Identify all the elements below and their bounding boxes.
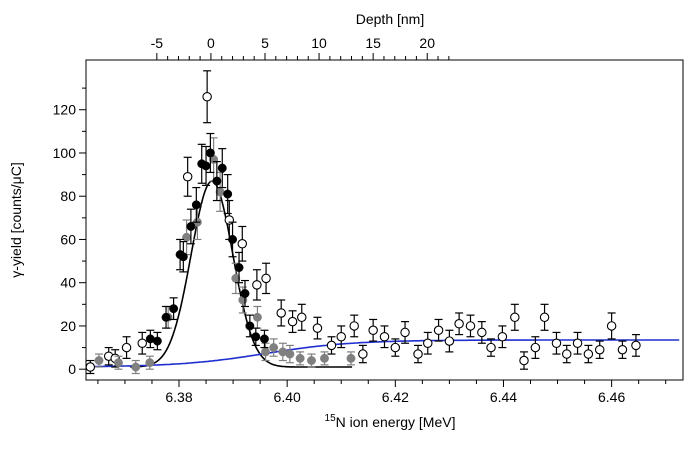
black-filled-marker xyxy=(234,263,244,273)
grey-filled-marker xyxy=(285,349,295,359)
black-filled-marker xyxy=(186,222,196,231)
open-marker xyxy=(237,239,248,249)
open-marker xyxy=(583,349,594,359)
open-marker xyxy=(121,342,132,353)
y-tick-label: 0 xyxy=(68,361,76,377)
top-tick-label: 15 xyxy=(365,35,381,51)
top-axis-title: Depth [nm] xyxy=(356,11,424,27)
grey-filled-marker xyxy=(320,353,329,363)
open-marker xyxy=(400,327,410,338)
open-marker xyxy=(454,319,464,329)
open-marker xyxy=(465,321,476,331)
black-filled-marker xyxy=(212,176,222,186)
data-points xyxy=(85,70,641,375)
x-tick-label: 6.42 xyxy=(382,389,409,405)
open-marker xyxy=(433,325,444,336)
open-marker xyxy=(519,355,529,366)
y-tick-label: 100 xyxy=(53,145,77,161)
black-filled-marker xyxy=(260,334,269,344)
open-marker xyxy=(423,338,433,348)
top-tick-label: 10 xyxy=(311,35,327,51)
open-marker xyxy=(572,338,583,348)
open-marker xyxy=(477,327,487,338)
open-marker xyxy=(510,312,520,323)
y-tick-label: 120 xyxy=(53,102,77,118)
y-tick-label: 40 xyxy=(60,275,76,291)
open-marker xyxy=(486,342,496,353)
grey-filled-marker xyxy=(94,356,104,365)
open-marker xyxy=(336,332,346,342)
grey-filled-marker xyxy=(307,356,316,365)
open-marker xyxy=(312,323,323,333)
black-filled-marker xyxy=(228,235,237,244)
top-tick-label: 20 xyxy=(419,35,435,51)
open-marker xyxy=(631,340,641,351)
open-marker xyxy=(390,342,401,353)
open-marker xyxy=(202,92,212,102)
open-marker xyxy=(261,273,271,284)
open-marker xyxy=(379,332,390,342)
y-tick-label: 80 xyxy=(60,188,76,204)
black-filled-marker xyxy=(217,163,227,173)
open-marker xyxy=(444,336,455,346)
open-marker xyxy=(287,316,298,327)
y-tick-label: 60 xyxy=(60,231,76,247)
black-filled-marker xyxy=(201,161,211,171)
open-marker xyxy=(561,349,572,359)
black-filled-marker xyxy=(191,200,201,210)
grey-filled-marker xyxy=(252,312,262,322)
black-filled-marker xyxy=(161,312,171,322)
black-filled-marker xyxy=(251,332,261,342)
black-filled-marker xyxy=(240,289,250,298)
open-marker xyxy=(182,172,193,182)
black-filled-marker xyxy=(223,189,233,199)
black-filled-marker xyxy=(178,252,188,262)
bottom-axis-title: 15N ion energy [MeV] xyxy=(325,413,456,430)
y-axis-title: γ-yield [counts/μC] xyxy=(8,162,24,277)
x-tick-label: 6.44 xyxy=(490,389,517,405)
grey-filled-marker xyxy=(131,362,141,372)
top-tick-label: -5 xyxy=(151,35,164,51)
grey-filled-marker xyxy=(346,353,356,363)
black-filled-marker xyxy=(205,148,215,158)
plot-frame xyxy=(85,59,684,381)
x-tick-label: 6.46 xyxy=(598,389,625,405)
open-marker xyxy=(606,321,617,331)
grey-filled-marker xyxy=(182,232,192,242)
black-filled-marker xyxy=(245,321,255,331)
x-tick-label: 6.38 xyxy=(165,389,192,405)
bottom-axis-title-superscript: 15 xyxy=(325,413,337,424)
top-tick-label: 5 xyxy=(261,35,269,51)
open-marker xyxy=(413,349,423,359)
open-marker xyxy=(551,338,562,348)
top-tick-label: 0 xyxy=(207,35,215,51)
open-marker xyxy=(368,325,378,336)
open-marker xyxy=(497,332,508,342)
open-marker xyxy=(297,312,307,323)
open-marker xyxy=(358,349,368,359)
open-marker xyxy=(594,344,605,355)
x-tick-label: 6.40 xyxy=(274,389,301,405)
open-marker xyxy=(617,344,628,355)
open-marker xyxy=(252,280,262,290)
grey-filled-marker xyxy=(295,353,305,363)
y-tick-label: 20 xyxy=(60,318,76,334)
axes: 6.38 6.40 6.42 6.44 6.46 0 20 40 60 80 100 120 -5 0 5 1… xyxy=(53,35,684,405)
grey-filled-marker xyxy=(269,343,279,353)
open-marker xyxy=(349,321,359,331)
open-marker xyxy=(137,338,147,348)
open-marker xyxy=(530,342,541,353)
black-filled-marker xyxy=(152,336,162,346)
grey-filled-marker xyxy=(113,358,123,368)
black-filled-marker xyxy=(169,304,179,314)
open-marker xyxy=(85,362,96,372)
bottom-axis-title-text: N ion energy [MeV] xyxy=(336,414,456,430)
open-marker xyxy=(326,340,337,351)
grey-filled-marker xyxy=(261,347,270,357)
grey-filled-marker xyxy=(145,358,155,368)
open-marker xyxy=(539,312,550,323)
open-marker xyxy=(276,308,286,318)
